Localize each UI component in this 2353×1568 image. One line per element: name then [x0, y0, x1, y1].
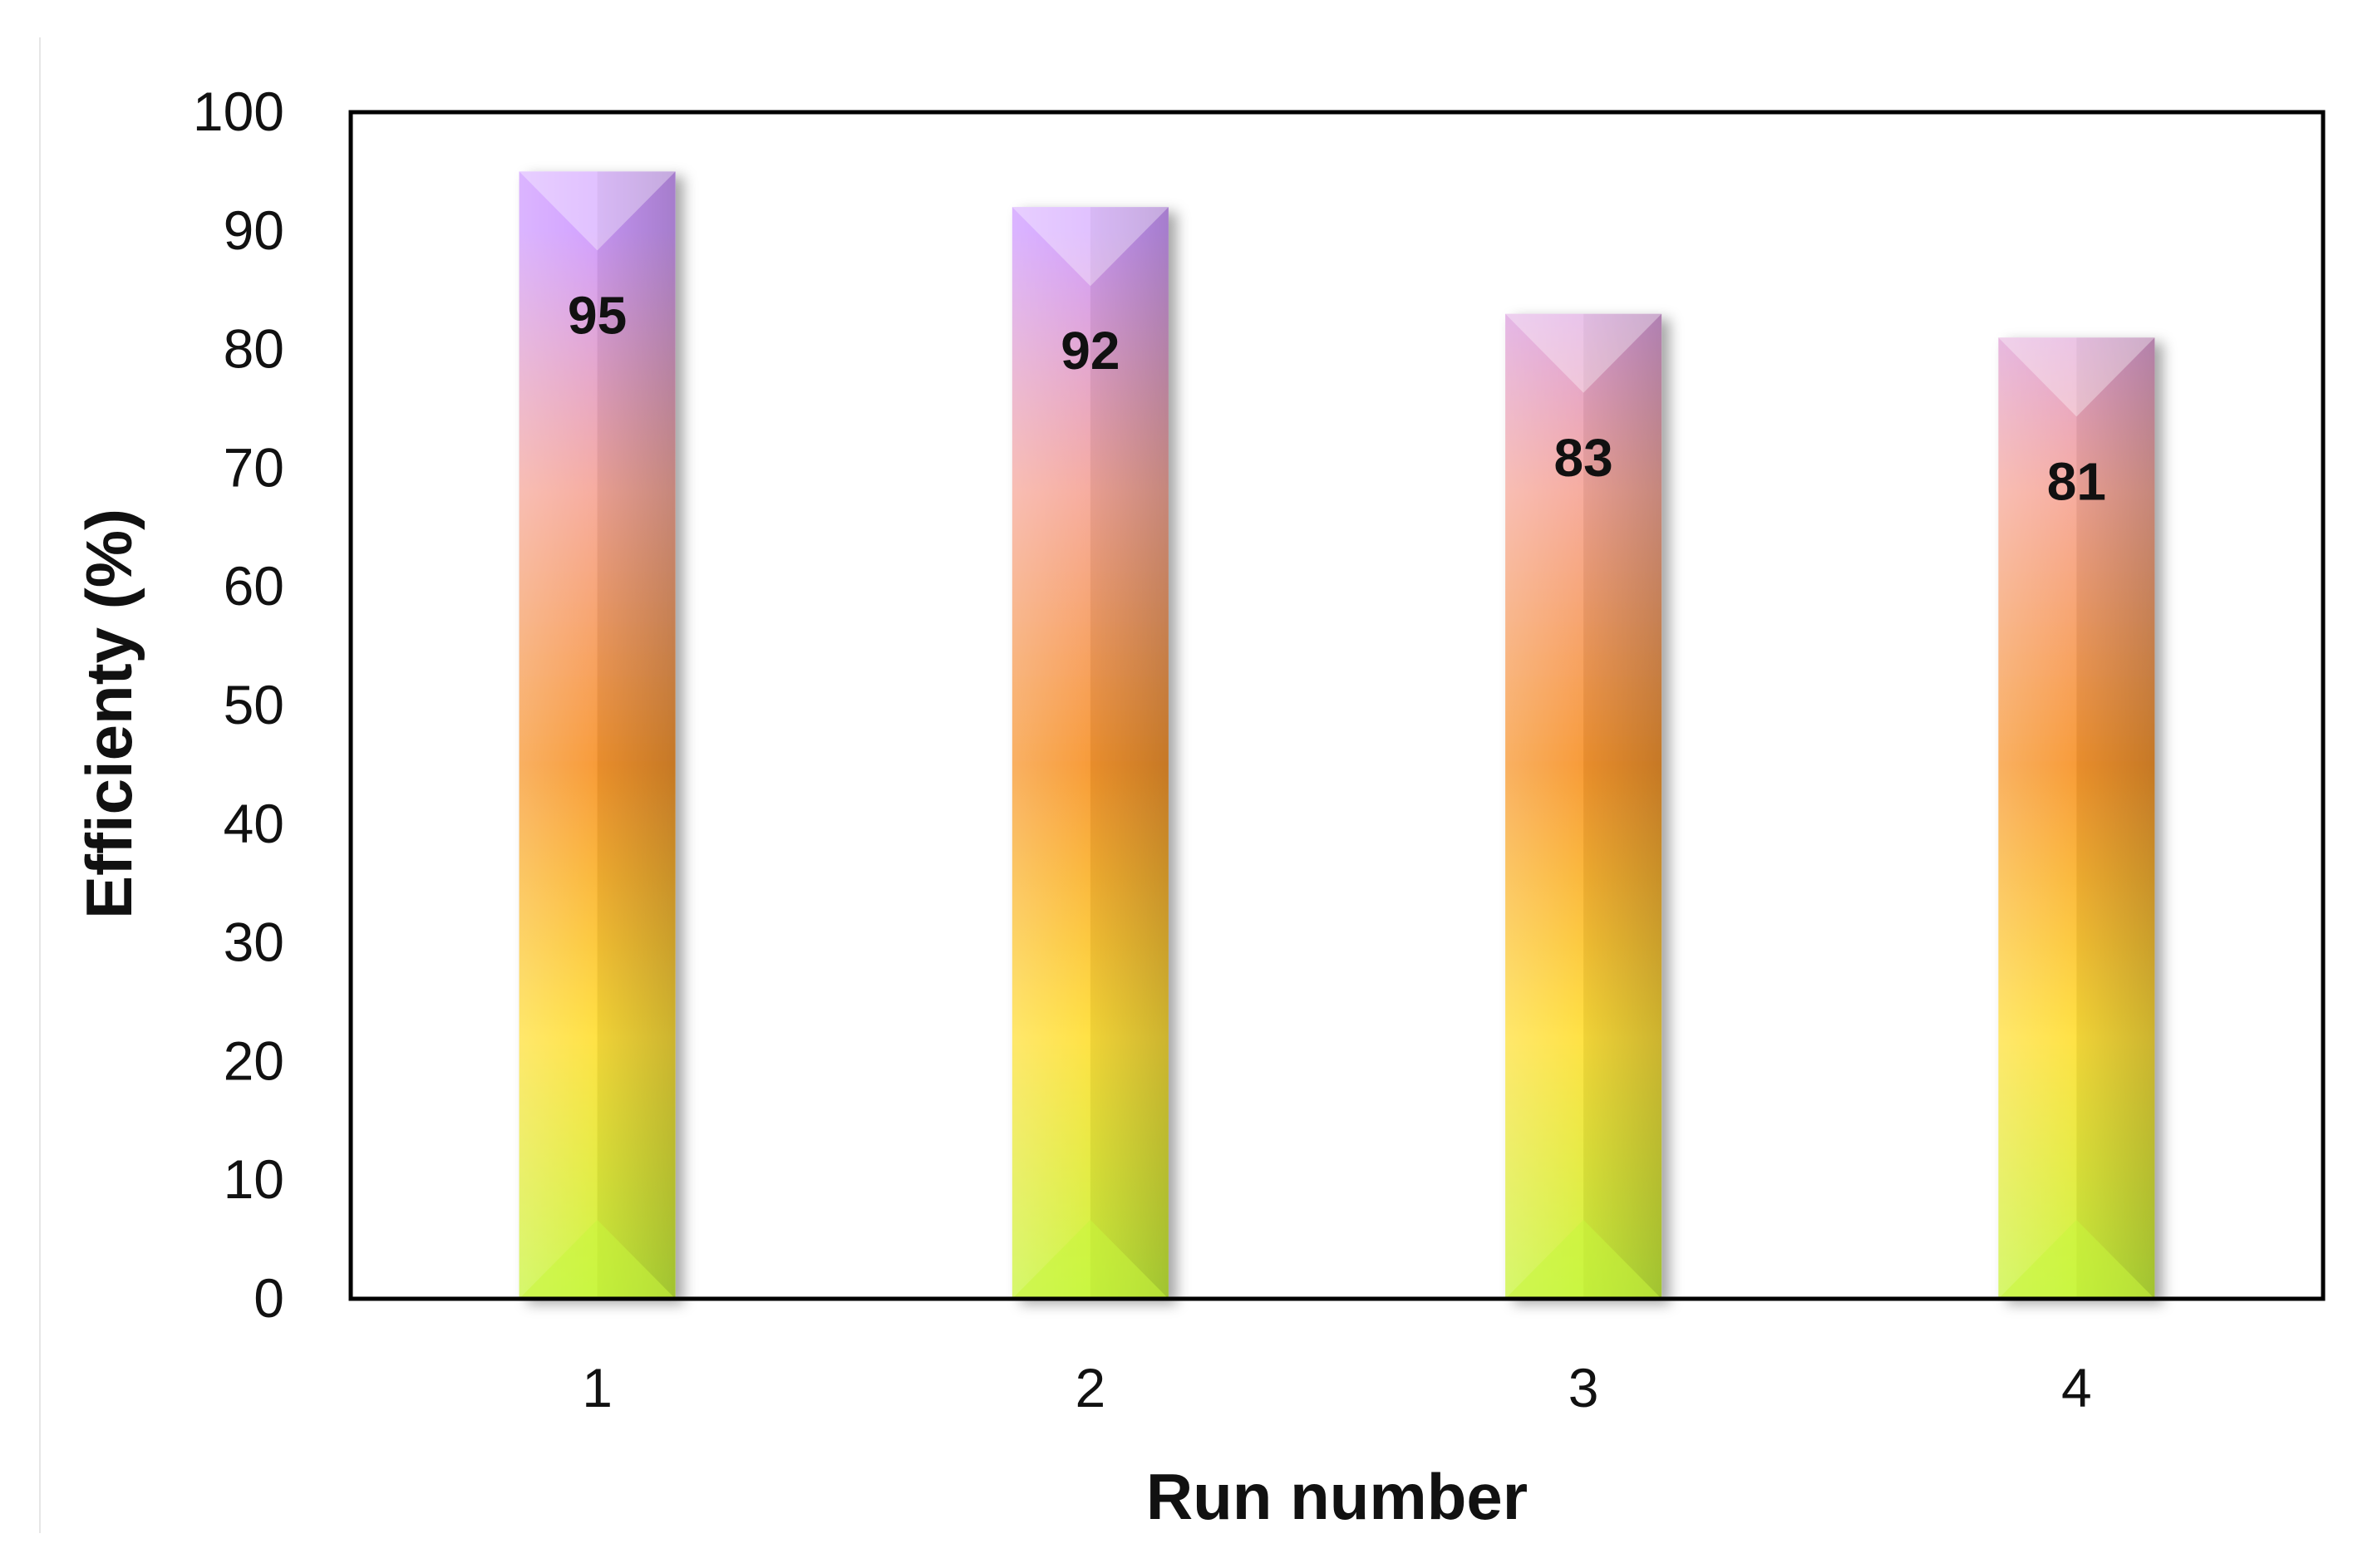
bar-top-bevel — [1012, 207, 1169, 287]
y-tick-label: 100 — [193, 81, 284, 142]
bar-bottom-bevel — [1998, 1220, 2155, 1299]
x-tick-label: 2 — [1076, 1357, 1106, 1418]
bar-2 — [1012, 207, 1169, 1300]
y-tick-label: 90 — [224, 199, 284, 261]
data-label: 83 — [1554, 428, 1613, 488]
y-tick-label: 10 — [224, 1148, 284, 1210]
y-tick-label: 50 — [224, 674, 284, 735]
left-border-line — [39, 37, 41, 1533]
bar-right-shade — [2076, 337, 2155, 1299]
bar-top-bevel — [1998, 337, 2155, 417]
bar-left-shine — [1505, 313, 1584, 1299]
data-label: 92 — [1061, 321, 1120, 381]
y-tick-label: 40 — [224, 793, 284, 854]
x-tick-label: 1 — [582, 1357, 613, 1418]
bar-left-shine — [1012, 207, 1090, 1300]
bar-1 — [519, 171, 676, 1299]
axes-layer — [348, 110, 2326, 1301]
data-label: 95 — [568, 285, 627, 345]
bar-left-shine — [519, 171, 598, 1299]
x-tick-label: 3 — [1568, 1357, 1599, 1418]
bar-bottom-bevel — [1012, 1220, 1169, 1299]
bar-top-bevel — [1505, 313, 1662, 393]
bar-right-shade — [597, 171, 676, 1299]
x-axis-title: Run number — [1146, 1460, 1528, 1533]
y-tick-label: 0 — [254, 1267, 284, 1329]
bar-4 — [1998, 337, 2155, 1299]
bar-left-shine — [1998, 337, 2077, 1299]
y-tick-label: 60 — [224, 555, 284, 617]
x-tick-label: 4 — [2061, 1357, 2092, 1418]
y-tick-label: 20 — [224, 1030, 284, 1091]
bar-top-bevel — [519, 171, 676, 251]
plot-frame — [348, 110, 2326, 1301]
bar-3 — [1505, 313, 1662, 1299]
y-tick-label: 30 — [224, 912, 284, 973]
y-tick-label: 70 — [224, 436, 284, 498]
y-tick-label: 80 — [224, 318, 284, 380]
data-label: 81 — [2047, 451, 2106, 511]
bars-layer — [519, 171, 2155, 1300]
y-axis-title: Efficienty (%) — [72, 509, 145, 919]
bar-right-shade — [1090, 207, 1169, 1300]
bar-bottom-bevel — [519, 1220, 676, 1299]
bar-right-shade — [1583, 313, 1662, 1299]
bar-bottom-bevel — [1505, 1220, 1662, 1299]
